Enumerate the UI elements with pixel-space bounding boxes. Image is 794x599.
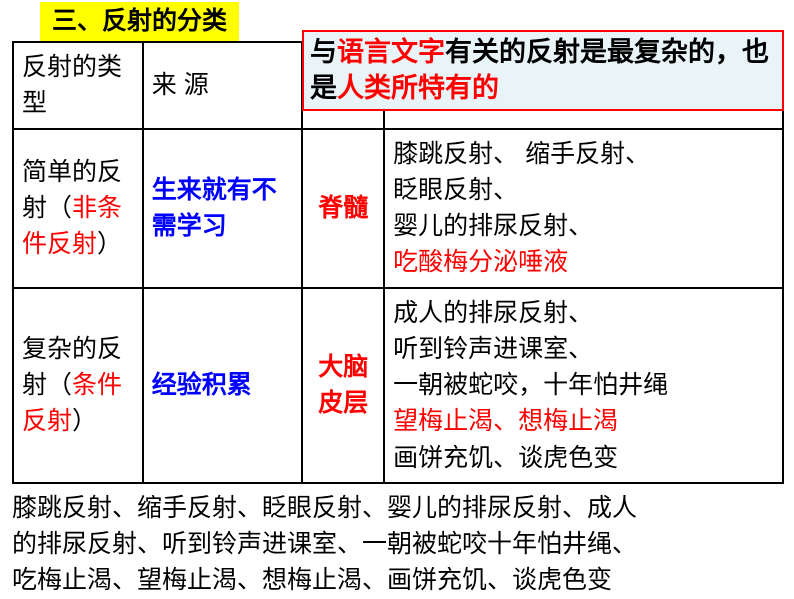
callout-text-4: 人类所特有的	[337, 73, 499, 103]
complex-ex4: 望梅止渴、想梅止渴	[393, 403, 774, 439]
simple-source-cell: 生来就有不需学习	[143, 129, 303, 288]
simple-examples-cell: 膝跳反射、 缩手反射、 眨眼反射、 婴儿的排尿反射、 吃酸梅分泌唾液	[384, 129, 783, 288]
simple-center-cell: 脊髓	[302, 129, 384, 288]
header-col2: 来 源	[143, 42, 303, 129]
bottom-line1: 膝跳反射、缩手反射、眨眼反射、婴儿的排尿反射、成人	[12, 490, 782, 526]
simple-type-c: ）	[97, 230, 122, 258]
bottom-summary: 膝跳反射、缩手反射、眨眼反射、婴儿的排尿反射、成人 的排尿反射、听到铃声进课室、…	[12, 490, 782, 599]
simple-ex1: 膝跳反射、 缩手反射、	[393, 136, 774, 172]
complex-center-cell: 大脑皮层	[302, 288, 384, 483]
simple-ex4: 吃酸梅分泌唾液	[393, 244, 774, 280]
callout-text-1: 与	[310, 37, 337, 67]
callout-box: 与语言文字有关的反射是最复杂的，也是人类所特有的	[302, 30, 784, 111]
complex-examples-cell: 成人的排尿反射、 听到铃声进课室、 一朝被蛇咬，十年怕井绳 望梅止渴、想梅止渴 …	[384, 288, 783, 483]
bottom-line3: 吃梅止渴、望梅止渴、想梅止渴、画饼充饥、谈虎色变	[12, 562, 782, 598]
table-row-complex: 复杂的反射（条件反射） 经验积累 大脑皮层 成人的排尿反射、 听到铃声进课室、 …	[13, 288, 783, 483]
simple-ex3: 婴儿的排尿反射、	[393, 208, 774, 244]
complex-type-cell: 复杂的反射（条件反射）	[13, 288, 143, 483]
bottom-line2: 的排尿反射、听到铃声进课室、一朝被蛇咬十年怕井绳、	[12, 526, 782, 562]
complex-source-cell: 经验积累	[143, 288, 303, 483]
complex-ex2: 听到铃声进课室、	[393, 331, 774, 367]
table-row-simple: 简单的反射（非条件反射） 生来就有不需学习 脊髓 膝跳反射、 缩手反射、 眨眼反…	[13, 129, 783, 288]
section-title: 三、反射的分类	[40, 2, 239, 41]
complex-ex1: 成人的排尿反射、	[393, 295, 774, 331]
simple-type-cell: 简单的反射（非条件反射）	[13, 129, 143, 288]
header-col1: 反射的类型	[13, 42, 143, 129]
complex-ex3: 一朝被蛇咬，十年怕井绳	[393, 367, 774, 403]
complex-ex5: 画饼充饥、谈虎色变	[393, 440, 774, 476]
simple-ex2: 眨眼反射、	[393, 172, 774, 208]
complex-type-c: ）	[72, 407, 97, 435]
callout-text-2: 语言文字	[337, 37, 445, 67]
